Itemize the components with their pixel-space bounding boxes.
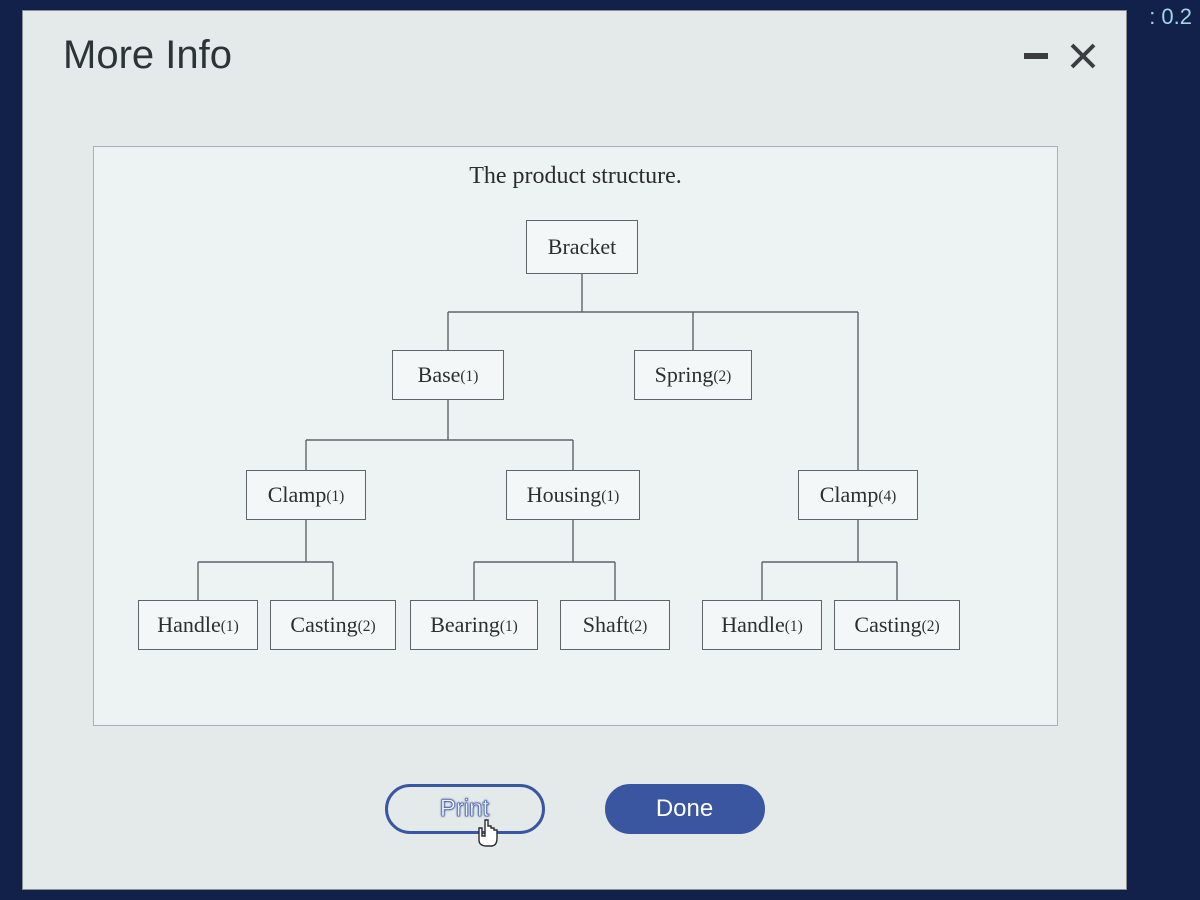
done-button[interactable]: Done	[605, 784, 765, 834]
tree-diagram: BracketBase(1)Spring(2)Clamp(1)Housing(1…	[94, 202, 1059, 722]
tree-node-casting2a: Casting(2)	[270, 600, 396, 650]
dialog-button-row: Print Done	[23, 784, 1126, 834]
node-label: Casting	[290, 612, 357, 638]
tree-node-spring: Spring(2)	[634, 350, 752, 400]
backdrop-corner-text: : 0.2	[1149, 4, 1192, 30]
node-label: Bearing	[430, 612, 500, 638]
node-subscript: (1)	[601, 488, 619, 506]
tree-node-base: Base(1)	[392, 350, 504, 400]
tree-node-handle1b: Handle(1)	[702, 600, 822, 650]
tree-node-casting2b: Casting(2)	[834, 600, 960, 650]
tree-node-bearing: Bearing(1)	[410, 600, 538, 650]
node-label: Bracket	[548, 234, 616, 260]
print-button[interactable]: Print	[385, 784, 545, 834]
node-subscript: (2)	[629, 618, 647, 636]
dialog-header: More Info	[23, 11, 1126, 88]
node-subscript: (1)	[500, 618, 518, 636]
structure-panel: The product structure. BracketBase(1)Spr…	[93, 146, 1058, 726]
minimize-icon[interactable]	[1024, 53, 1048, 59]
print-button-label: Print	[440, 795, 489, 823]
node-label: Spring	[655, 362, 714, 388]
node-label: Handle	[157, 612, 221, 638]
dialog-title: More Info	[63, 33, 232, 78]
node-subscript: (2)	[358, 618, 376, 636]
tree-node-housing: Housing(1)	[506, 470, 640, 520]
node-subscript: (2)	[713, 368, 731, 386]
node-subscript: (1)	[221, 618, 239, 636]
node-subscript: (2)	[922, 618, 940, 636]
panel-title: The product structure.	[94, 147, 1057, 190]
tree-node-clamp4: Clamp(4)	[798, 470, 918, 520]
node-label: Clamp	[820, 482, 879, 508]
tree-node-handle1: Handle(1)	[138, 600, 258, 650]
node-subscript: (4)	[878, 488, 896, 506]
node-label: Handle	[721, 612, 785, 638]
node-label: Shaft	[583, 612, 629, 638]
tree-node-clamp1: Clamp(1)	[246, 470, 366, 520]
node-subscript: (1)	[460, 368, 478, 386]
node-label: Clamp	[268, 482, 327, 508]
close-icon[interactable]	[1068, 41, 1098, 71]
tree-node-root: Bracket	[526, 220, 638, 274]
done-button-label: Done	[656, 795, 713, 823]
node-subscript: (1)	[326, 488, 344, 506]
node-label: Housing	[527, 482, 602, 508]
node-subscript: (1)	[785, 618, 803, 636]
node-label: Casting	[854, 612, 921, 638]
window-controls	[1024, 41, 1098, 71]
more-info-dialog: More Info The product structure. Bracket…	[22, 10, 1127, 890]
tree-node-shaft: Shaft(2)	[560, 600, 670, 650]
node-label: Base	[418, 362, 461, 388]
